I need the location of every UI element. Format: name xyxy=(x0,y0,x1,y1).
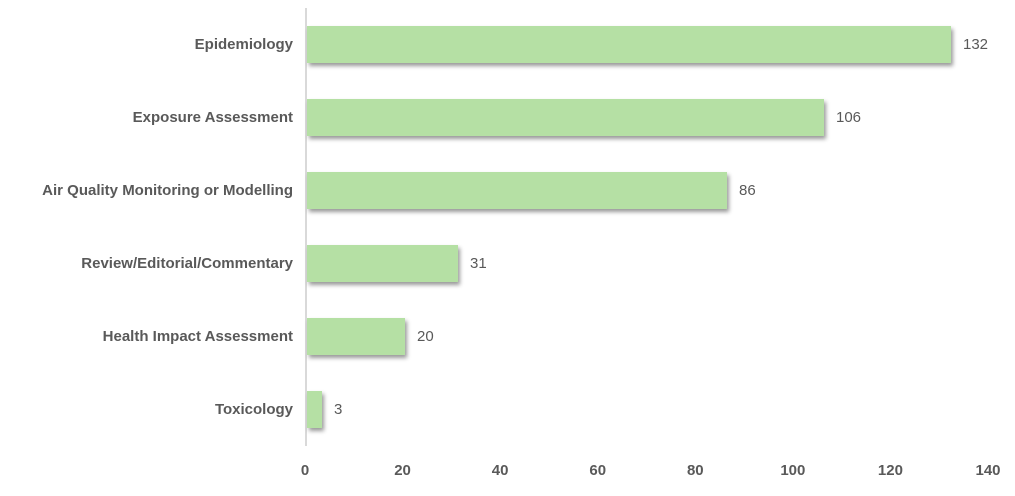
x-axis: 0 20 40 60 80 100 120 140 xyxy=(0,462,1015,484)
bar-value-label: 31 xyxy=(470,255,487,272)
category-label: Toxicology xyxy=(214,401,293,418)
bar xyxy=(307,391,322,428)
bar-value-label: 106 xyxy=(836,109,862,126)
category-label: Health Impact Assessment xyxy=(102,328,293,345)
x-axis-tick-label: 100 xyxy=(780,462,806,479)
category-label: Review/Editorial/Commentary xyxy=(81,255,293,272)
bar-row: 3 xyxy=(307,373,997,446)
plot-area: 132 106 86 31 20 3 xyxy=(305,8,997,446)
x-axis-tick-label: 80 xyxy=(686,462,704,479)
x-axis-tick-label: 40 xyxy=(491,462,509,479)
bar-row: 31 xyxy=(307,227,997,300)
category-labels: Epidemiology Exposure Assessment Air Quali… xyxy=(0,8,293,446)
x-axis-tick-label: 20 xyxy=(394,462,411,479)
bar xyxy=(307,172,727,209)
x-axis-tick-label: 140 xyxy=(975,462,1001,479)
category-label: Epidemiology xyxy=(194,36,293,53)
bar-value-label: 3 xyxy=(334,401,343,418)
bar-value-label: 132 xyxy=(963,36,989,53)
x-axis-tick-label: 0 xyxy=(300,462,310,479)
bar-value-label: 20 xyxy=(417,328,434,345)
bar xyxy=(307,99,824,136)
category-label: Air Quality Monitoring or Modelling xyxy=(42,182,293,199)
bar xyxy=(307,318,405,355)
bar-row: 20 xyxy=(307,300,997,373)
x-axis-tick-label: 120 xyxy=(877,462,903,479)
bar-value-label: 86 xyxy=(739,182,756,199)
category-label: Exposure Assessment xyxy=(132,109,293,126)
bar-row: 86 xyxy=(307,154,997,227)
bar-row: 106 xyxy=(307,81,997,154)
x-axis-tick-label: 60 xyxy=(589,462,607,479)
bar xyxy=(307,245,458,282)
bar xyxy=(307,26,951,63)
bar-row: 132 xyxy=(307,8,997,81)
